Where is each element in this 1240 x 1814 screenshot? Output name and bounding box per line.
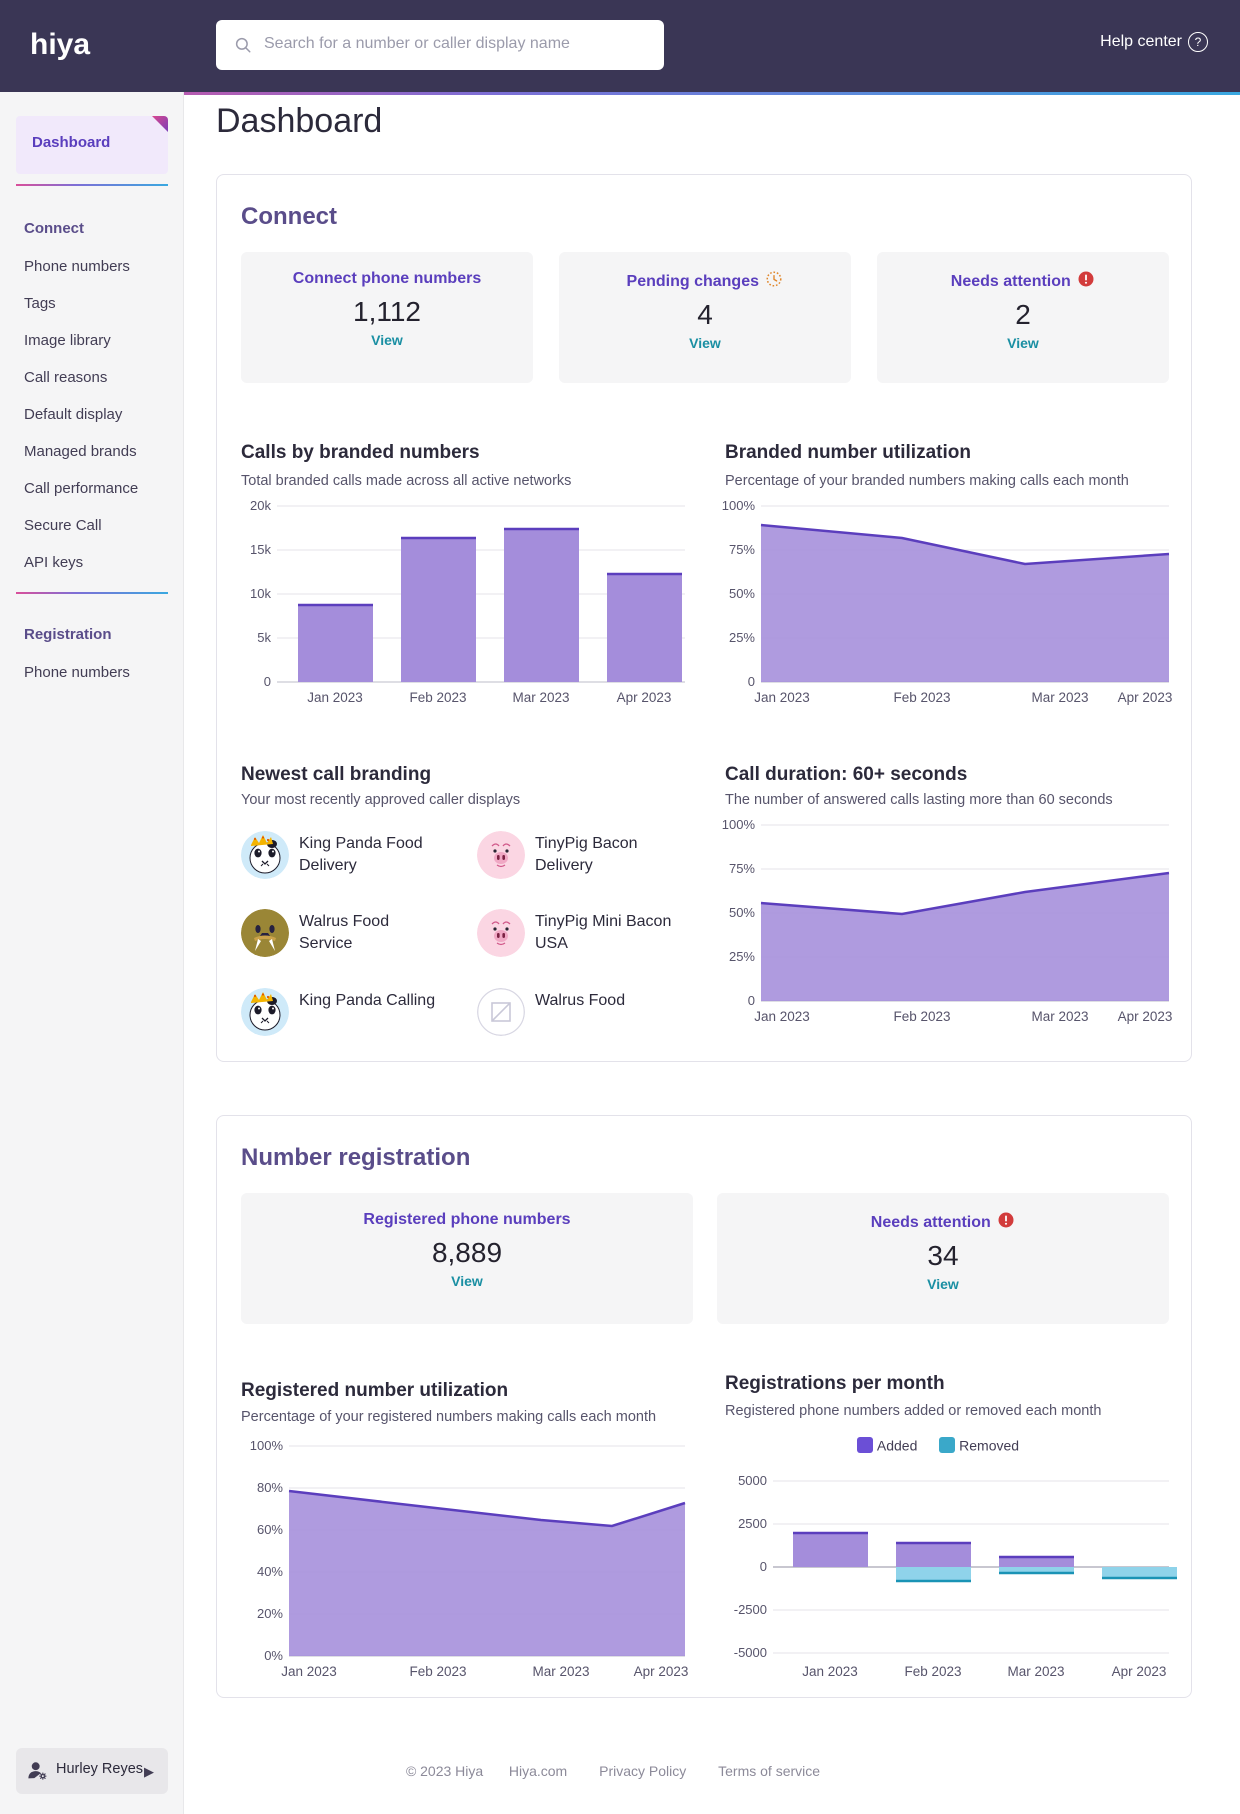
svg-text:0%: 0% — [264, 1648, 283, 1663]
svg-text:Mar 2023: Mar 2023 — [512, 690, 569, 705]
svg-text:50%: 50% — [729, 586, 755, 601]
svg-text:0: 0 — [748, 993, 755, 1008]
svg-text:0: 0 — [748, 674, 755, 689]
svg-text:Feb 2023: Feb 2023 — [893, 1009, 950, 1024]
svg-text:20%: 20% — [257, 1606, 283, 1621]
svg-text:Feb 2023: Feb 2023 — [904, 1664, 961, 1679]
svg-text:Jan 2023: Jan 2023 — [754, 690, 810, 705]
svg-text:Apr 2023: Apr 2023 — [1118, 1009, 1173, 1024]
svg-text:Apr 2023: Apr 2023 — [1118, 690, 1173, 705]
svg-text:80%: 80% — [257, 1480, 283, 1495]
svg-text:Jan 2023: Jan 2023 — [281, 1664, 337, 1679]
svg-text:-5000: -5000 — [734, 1645, 767, 1660]
svg-text:Apr 2023: Apr 2023 — [617, 690, 672, 705]
svg-text:-2500: -2500 — [734, 1602, 767, 1617]
svg-text:15k: 15k — [250, 542, 271, 557]
svg-text:2500: 2500 — [738, 1516, 767, 1531]
svg-text:75%: 75% — [729, 861, 755, 876]
svg-text:5000: 5000 — [738, 1473, 767, 1488]
svg-text:Feb 2023: Feb 2023 — [409, 690, 466, 705]
svg-text:100%: 100% — [722, 498, 756, 513]
svg-text:20k: 20k — [250, 498, 271, 513]
svg-text:Mar 2023: Mar 2023 — [1031, 1009, 1088, 1024]
svg-text:40%: 40% — [257, 1564, 283, 1579]
svg-text:0: 0 — [264, 674, 271, 689]
svg-text:Mar 2023: Mar 2023 — [1007, 1664, 1064, 1679]
svg-text:10k: 10k — [250, 586, 271, 601]
svg-text:Jan 2023: Jan 2023 — [754, 1009, 810, 1024]
svg-text:Mar 2023: Mar 2023 — [1031, 690, 1088, 705]
svg-text:5k: 5k — [257, 630, 271, 645]
svg-text:Apr 2023: Apr 2023 — [634, 1664, 689, 1679]
svg-text:Jan 2023: Jan 2023 — [802, 1664, 858, 1679]
svg-text:75%: 75% — [729, 542, 755, 557]
svg-text:100%: 100% — [722, 817, 756, 832]
svg-text:Feb 2023: Feb 2023 — [409, 1664, 466, 1679]
svg-text:60%: 60% — [257, 1522, 283, 1537]
svg-text:25%: 25% — [729, 949, 755, 964]
svg-text:Apr 2023: Apr 2023 — [1112, 1664, 1167, 1679]
svg-text:Feb 2023: Feb 2023 — [893, 690, 950, 705]
svg-text:Jan 2023: Jan 2023 — [307, 690, 363, 705]
svg-text:50%: 50% — [729, 905, 755, 920]
svg-text:Mar 2023: Mar 2023 — [532, 1664, 589, 1679]
svg-text:25%: 25% — [729, 630, 755, 645]
svg-text:100%: 100% — [250, 1438, 284, 1453]
svg-text:0: 0 — [760, 1559, 767, 1574]
